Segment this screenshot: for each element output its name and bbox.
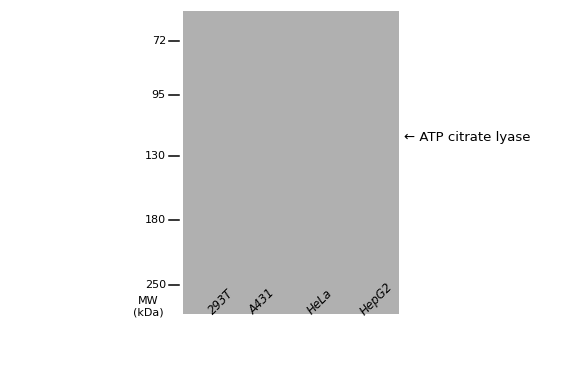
Text: 180: 180 (145, 215, 166, 225)
Text: 250: 250 (145, 280, 166, 290)
Text: MW
(kDa): MW (kDa) (133, 296, 164, 318)
Text: ← ATP citrate lyase: ← ATP citrate lyase (404, 131, 531, 144)
Text: 130: 130 (145, 152, 166, 161)
Text: 293T: 293T (206, 287, 236, 318)
Text: HepG2: HepG2 (357, 280, 395, 318)
Text: HeLa: HeLa (305, 287, 335, 318)
Text: 95: 95 (152, 90, 166, 100)
Text: A431: A431 (247, 287, 278, 318)
Text: 72: 72 (152, 36, 166, 46)
